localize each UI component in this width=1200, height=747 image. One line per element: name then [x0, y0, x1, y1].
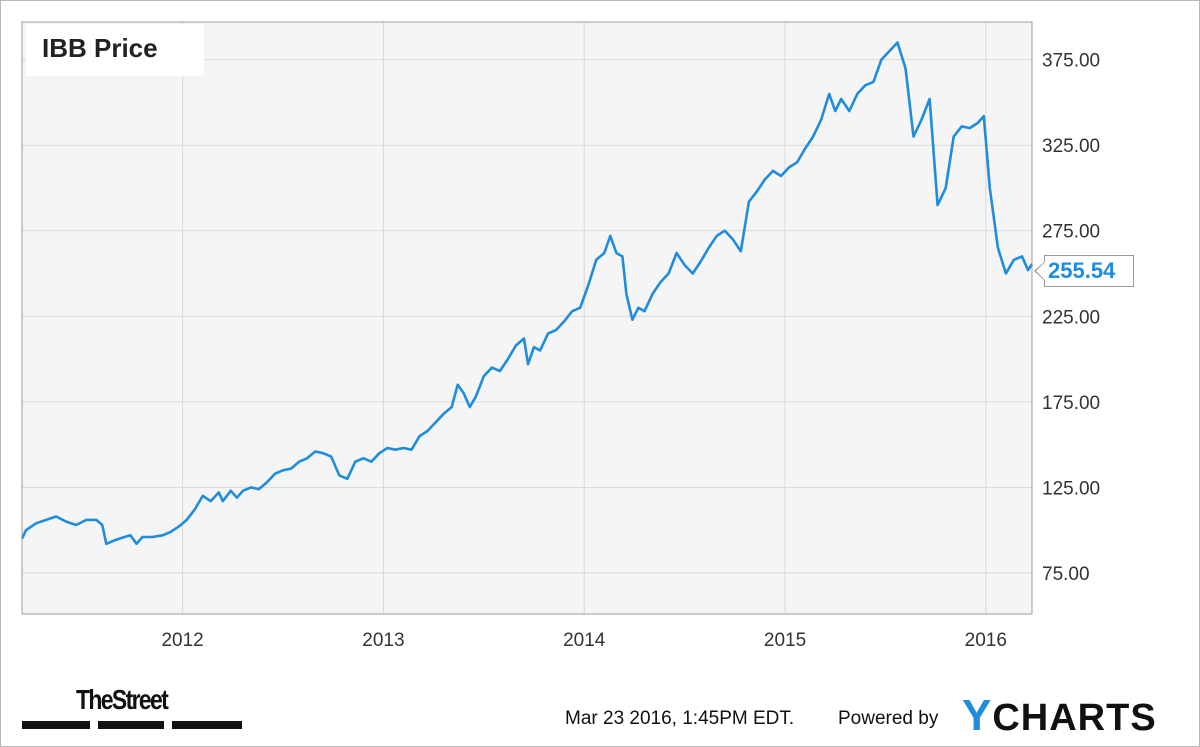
thestreet-logo-bar — [172, 721, 242, 729]
thestreet-logo-bar — [22, 721, 90, 729]
last-value-label: 255.54 — [1048, 258, 1116, 283]
x-tick-label: 2012 — [161, 630, 203, 651]
ycharts-logo-initial: Y — [962, 691, 993, 740]
y-tick-label: 275.00 — [1042, 222, 1100, 243]
x-tick-label: 2014 — [563, 630, 606, 651]
series-layer — [20, 41, 1034, 546]
axes-layer: 75.00 125.00 175.00 225.00 275.00 325.00 375.0… — [21, 21, 1100, 651]
y-tick-label: 325.00 — [1042, 136, 1100, 157]
y-tick-label: 125.00 — [1042, 478, 1100, 499]
powered-by-text: Powered by — [838, 708, 939, 729]
title-box — [26, 24, 204, 76]
grid-lines — [22, 22, 1032, 614]
plot-border — [21, 21, 1033, 615]
last-value-box — [1044, 255, 1134, 287]
y-tick-label: 175.00 — [1042, 393, 1100, 414]
x-tick-label: 2013 — [362, 630, 404, 651]
thestreet-logo-bar — [98, 721, 164, 729]
chart-title: IBB Price — [42, 33, 158, 63]
ycharts-logo: YCHARTS — [962, 691, 1157, 741]
thestreet-logo: TheStreet — [76, 684, 169, 715]
ycharts-logo-text: CHARTS — [992, 697, 1157, 739]
x-tick-label: 2016 — [965, 630, 1007, 651]
price-line — [20, 41, 1034, 546]
last-value-pointer-fill — [1036, 262, 1045, 280]
plot-area — [22, 22, 1032, 614]
y-tick-label: 75.00 — [1042, 564, 1090, 585]
y-tick-label: 375.00 — [1042, 51, 1100, 72]
y-tick-label: 225.00 — [1042, 307, 1100, 328]
x-tick-label: 2015 — [764, 630, 806, 651]
timestamp: Mar 23 2016, 1:45PM EDT. — [565, 708, 795, 729]
